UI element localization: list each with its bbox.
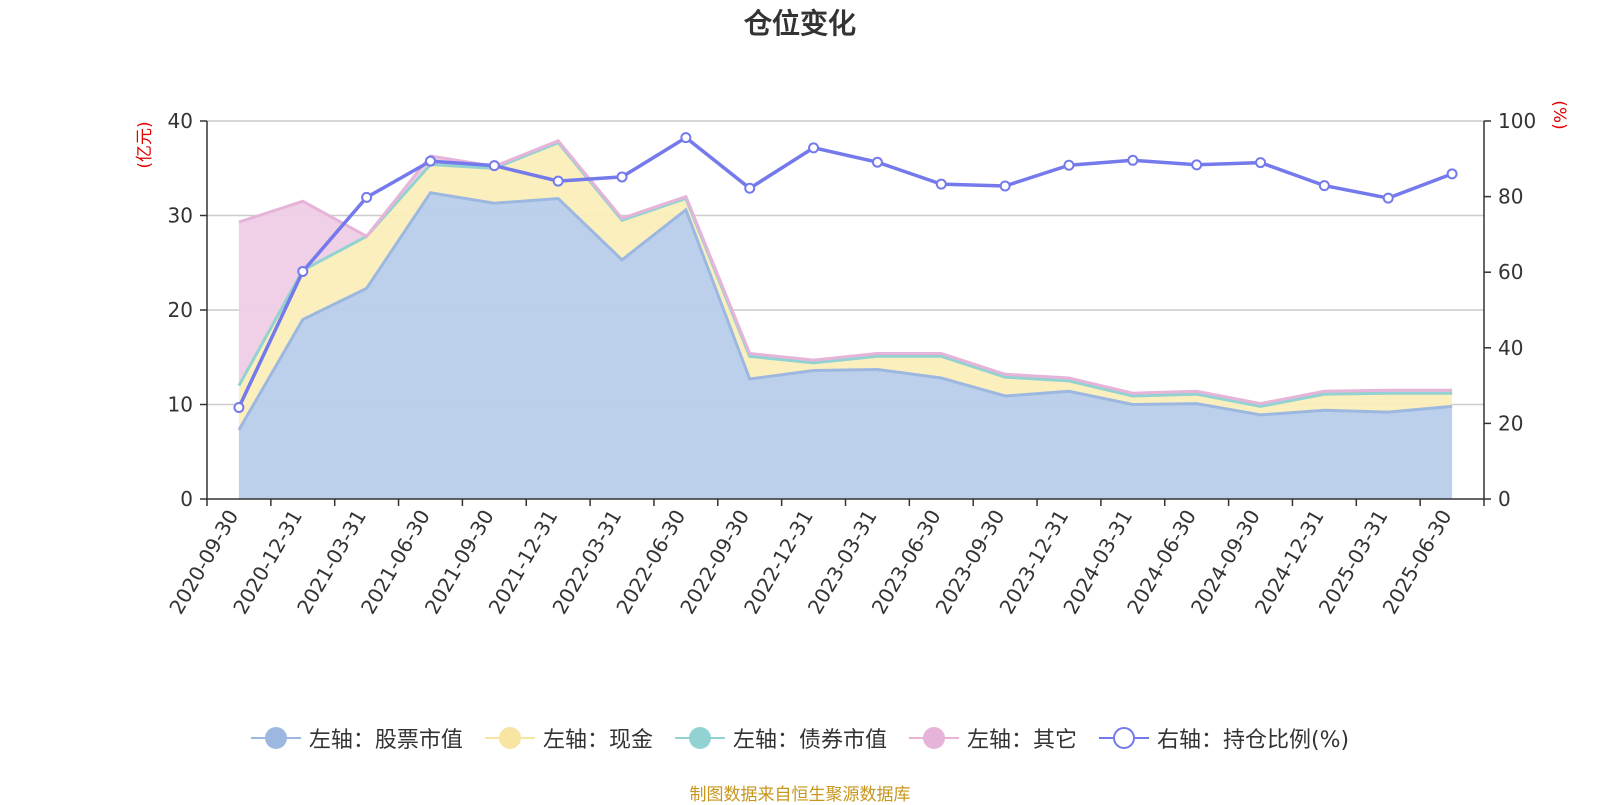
right-axis-tick-label: 0 bbox=[1498, 487, 1511, 511]
series-point bbox=[1191, 159, 1203, 171]
legend-swatch-icon bbox=[674, 727, 725, 749]
legend-item[interactable]: 左轴：其它 bbox=[908, 722, 1077, 754]
series-point bbox=[616, 171, 628, 183]
left-axis-tick-label: 20 bbox=[168, 298, 193, 322]
series-point bbox=[552, 175, 564, 187]
legend-swatch-icon bbox=[1098, 727, 1149, 749]
left-axis-tick-label: 30 bbox=[168, 204, 193, 228]
legend-swatch-icon bbox=[908, 727, 959, 749]
series-point bbox=[871, 156, 883, 168]
left-axis-tick-label: 10 bbox=[168, 393, 193, 417]
legend-item[interactable]: 左轴：股票市值 bbox=[250, 722, 463, 754]
legend-label: 右轴：持仓比例(%) bbox=[1156, 728, 1350, 753]
legend-label: 左轴：股票市值 bbox=[308, 728, 463, 753]
area-左轴：现金 bbox=[238, 142, 1453, 430]
series-point bbox=[233, 402, 245, 414]
series-point bbox=[1063, 159, 1075, 171]
left-axis-tick-label: 0 bbox=[180, 487, 193, 511]
series-point bbox=[808, 142, 820, 154]
legend-item[interactable]: 右轴：持仓比例(%) bbox=[1098, 722, 1350, 754]
area-line-左轴：股票市值 bbox=[237, 191, 1453, 431]
right-axis-tick-label: 60 bbox=[1498, 260, 1523, 284]
left-axis-unit: (亿元) bbox=[135, 121, 155, 168]
series-point bbox=[1446, 168, 1458, 180]
legend-label: 左轴：债券市值 bbox=[732, 728, 887, 753]
series-point bbox=[1127, 154, 1139, 166]
chart-plot: 0102030400204060801002020-09-302020-12-3… bbox=[135, 100, 1569, 618]
series-point bbox=[680, 132, 692, 144]
chart-title: 仓位变化 bbox=[743, 7, 856, 40]
legend-item[interactable]: 左轴：债券市值 bbox=[674, 722, 887, 754]
series-point bbox=[361, 191, 373, 203]
right-axis-tick-label: 100 bbox=[1498, 109, 1536, 133]
legend-swatch-icon bbox=[250, 727, 301, 749]
right-axis-tick-label: 20 bbox=[1498, 411, 1523, 435]
right-axis-tick-label: 40 bbox=[1498, 336, 1523, 360]
series-point bbox=[1255, 157, 1267, 169]
right-axis-unit: (%) bbox=[1549, 100, 1569, 129]
series-point bbox=[424, 155, 436, 167]
legend-label: 左轴：其它 bbox=[966, 728, 1077, 753]
area-line-左轴：债券市值 bbox=[237, 140, 1453, 408]
series-line-右轴：持仓比例(%) bbox=[237, 135, 1453, 409]
series-point bbox=[1382, 192, 1394, 204]
area-左轴：股票市值 bbox=[238, 192, 1453, 500]
legend: 左轴：股票市值 左轴：现金 左轴：债券市值 左轴：其它 右轴：持仓比例(%) bbox=[0, 722, 1600, 754]
source-note: 制图数据来自恒生聚源数据库 bbox=[689, 785, 911, 805]
series-point bbox=[999, 180, 1011, 192]
series-point bbox=[935, 178, 947, 190]
right-axis-tick-label: 80 bbox=[1498, 185, 1523, 209]
left-axis-tick-label: 40 bbox=[168, 109, 193, 133]
series-point bbox=[744, 182, 756, 194]
series-point bbox=[488, 160, 500, 172]
area-line-左轴：其它 bbox=[238, 138, 1453, 406]
legend-item[interactable]: 左轴：现金 bbox=[484, 722, 653, 754]
series-point bbox=[1318, 180, 1330, 192]
legend-label: 左轴：现金 bbox=[542, 728, 653, 753]
legend-swatch-icon bbox=[484, 727, 535, 749]
series-point bbox=[297, 265, 309, 277]
